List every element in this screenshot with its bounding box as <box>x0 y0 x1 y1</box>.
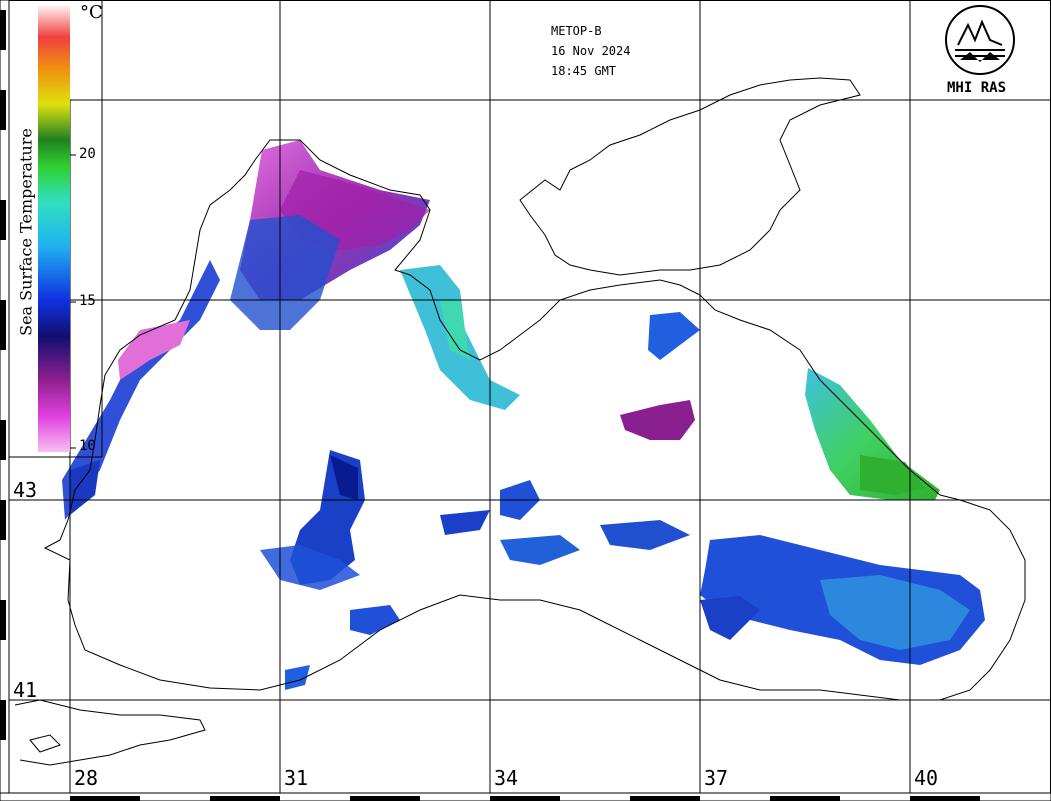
lat-label-43: 43 <box>13 478 38 502</box>
image-time: 18:45 GMT <box>551 64 617 78</box>
lon-label-31: 31 <box>284 766 309 790</box>
logo-text: MHI RAS <box>947 80 1007 96</box>
colorbar-tick-20: 20 <box>79 146 96 162</box>
colorbar-title: Sea Surface Temperature <box>16 128 36 336</box>
lon-label-34: 34 <box>494 766 519 790</box>
lon-label-28: 28 <box>74 766 99 790</box>
satellite-name: METOP-B <box>551 24 602 38</box>
colorbar-tick-15: 15 <box>79 293 96 309</box>
lon-label-40: 40 <box>914 766 939 790</box>
image-date: 16 Nov 2024 <box>551 44 631 58</box>
colorbar-unit: °C <box>80 2 103 23</box>
colorbar <box>38 6 76 452</box>
coastline <box>14 77 1026 766</box>
lat-label-41: 41 <box>13 678 38 702</box>
colorbar-tick-10: 10 <box>79 438 96 454</box>
left-ruler <box>0 0 10 801</box>
bottom-ruler <box>0 792 1051 801</box>
lon-label-37: 37 <box>704 766 729 790</box>
mhi-ras-logo <box>945 5 1015 75</box>
